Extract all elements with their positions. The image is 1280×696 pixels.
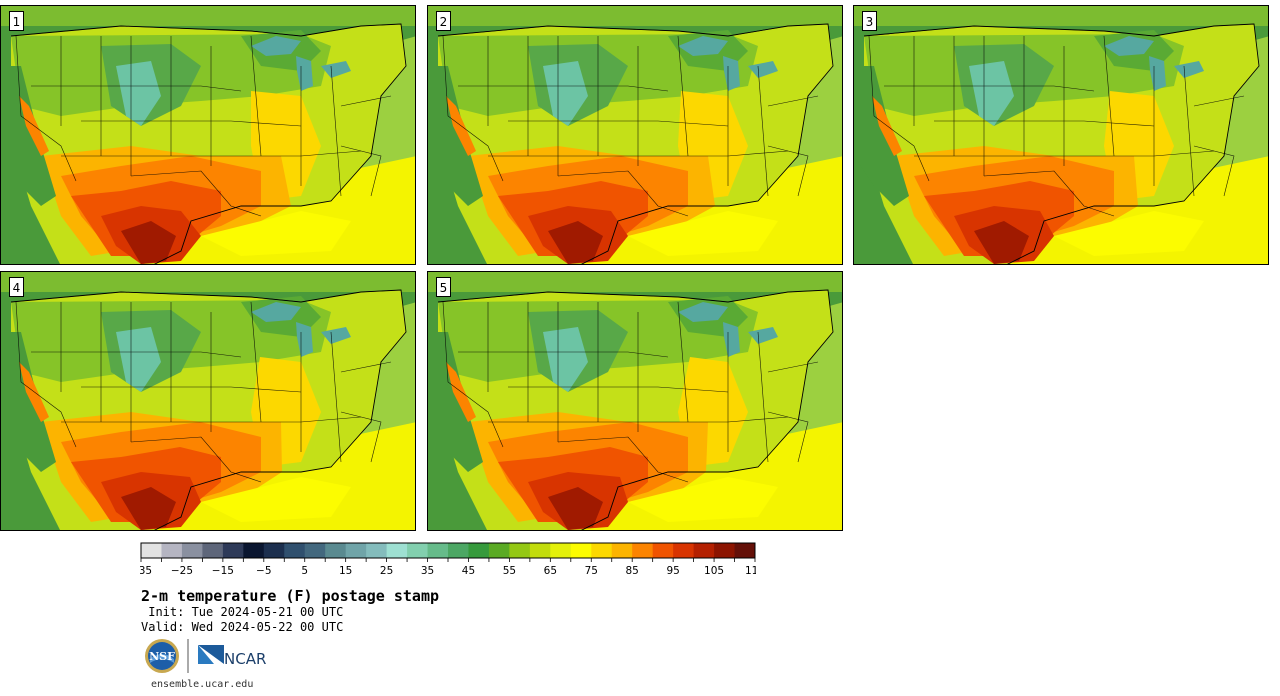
colorbar-swatch	[386, 543, 408, 558]
colorbar-tick-label: 65	[544, 565, 557, 577]
colorbar-swatch	[714, 543, 735, 558]
colorbar-swatch	[570, 543, 592, 558]
colorbar-tick-label: −5	[256, 565, 271, 577]
colorbar-swatch	[161, 543, 183, 558]
temperature-map	[854, 6, 1268, 264]
colorbar: −35 −25 −15 −5 5 15 25 35 45 55 65 75 85 95 105 115	[140, 542, 756, 577]
colorbar-swatch	[652, 543, 674, 558]
nsf-logo-text: NSF	[149, 650, 175, 663]
colorbar-tick-label: 115	[745, 565, 756, 577]
colorbar-swatch	[427, 543, 449, 558]
colorbar-swatch	[202, 543, 224, 558]
temperature-map	[1, 272, 415, 530]
colorbar-swatch	[407, 543, 428, 558]
panel-number: 3	[862, 11, 877, 31]
figure-title: 2-m temperature (F) postage stamp	[141, 587, 440, 605]
panel-number: 4	[9, 277, 24, 297]
colorbar-swatch	[181, 543, 203, 558]
ncar-logo: NCAR	[198, 645, 266, 668]
colorbar-tick-label: 5	[301, 565, 308, 577]
map-panel-5: 5	[427, 271, 843, 531]
init-time: Init: Tue 2024-05-21 00 UTC	[141, 605, 344, 619]
logos: NSF NCAR	[145, 639, 266, 673]
colorbar-tick-label: 35	[421, 565, 434, 577]
colorbar-swatch	[550, 543, 572, 558]
valid-time: Valid: Wed 2024-05-22 00 UTC	[141, 620, 344, 634]
colorbar-tick-label: 105	[704, 565, 724, 577]
colorbar-swatch	[222, 543, 244, 558]
map-panel-4: 4	[0, 271, 416, 531]
colorbar-swatch	[488, 543, 510, 558]
colorbar-swatch	[509, 543, 531, 558]
colorbar-tick-label: −25	[171, 565, 193, 577]
temperature-map	[1, 6, 415, 264]
colorbar-swatch	[591, 543, 613, 558]
colorbar-swatch	[448, 543, 469, 558]
map-panel-2: 2	[427, 5, 843, 265]
colorbar-swatch	[468, 543, 490, 558]
colorbar-swatch	[345, 543, 367, 558]
panel-number: 2	[436, 11, 451, 31]
panel-number: 1	[9, 11, 24, 31]
colorbar-swatch	[611, 543, 633, 558]
colorbar-swatch	[284, 543, 306, 558]
nsf-logo: NSF	[145, 639, 179, 673]
map-panel-3: 3	[853, 5, 1269, 265]
colorbar-tick-label: 45	[462, 565, 475, 577]
colorbar-swatch	[734, 543, 756, 558]
colorbar-tick-label: 95	[666, 565, 679, 577]
colorbar-swatch	[243, 543, 265, 558]
source-url: ensemble.ucar.edu	[151, 679, 254, 690]
colorbar-tick-label: −35	[140, 565, 152, 577]
panel-number: 5	[436, 277, 451, 297]
colorbar-swatch	[673, 543, 694, 558]
colorbar-tick-label: 75	[585, 565, 598, 577]
colorbar-tick-label: −15	[212, 565, 234, 577]
colorbar-swatch	[529, 543, 551, 558]
ncar-logo-text: NCAR	[224, 650, 266, 668]
map-panel-1: 1	[0, 5, 416, 265]
colorbar-swatch	[632, 543, 654, 558]
colorbar-swatch	[366, 543, 387, 558]
temperature-map	[428, 272, 842, 530]
colorbar-swatch	[263, 543, 285, 558]
colorbar-swatch	[325, 543, 347, 558]
colorbar-tick-label: 55	[503, 565, 516, 577]
colorbar-swatch	[141, 543, 162, 558]
colorbar-tick-label: 15	[339, 565, 352, 577]
colorbar-swatch	[693, 543, 715, 558]
colorbar-tick-label: 85	[626, 565, 639, 577]
colorbar-tick-label: 25	[380, 565, 393, 577]
colorbar-swatch	[304, 543, 326, 558]
temperature-map	[428, 6, 842, 264]
